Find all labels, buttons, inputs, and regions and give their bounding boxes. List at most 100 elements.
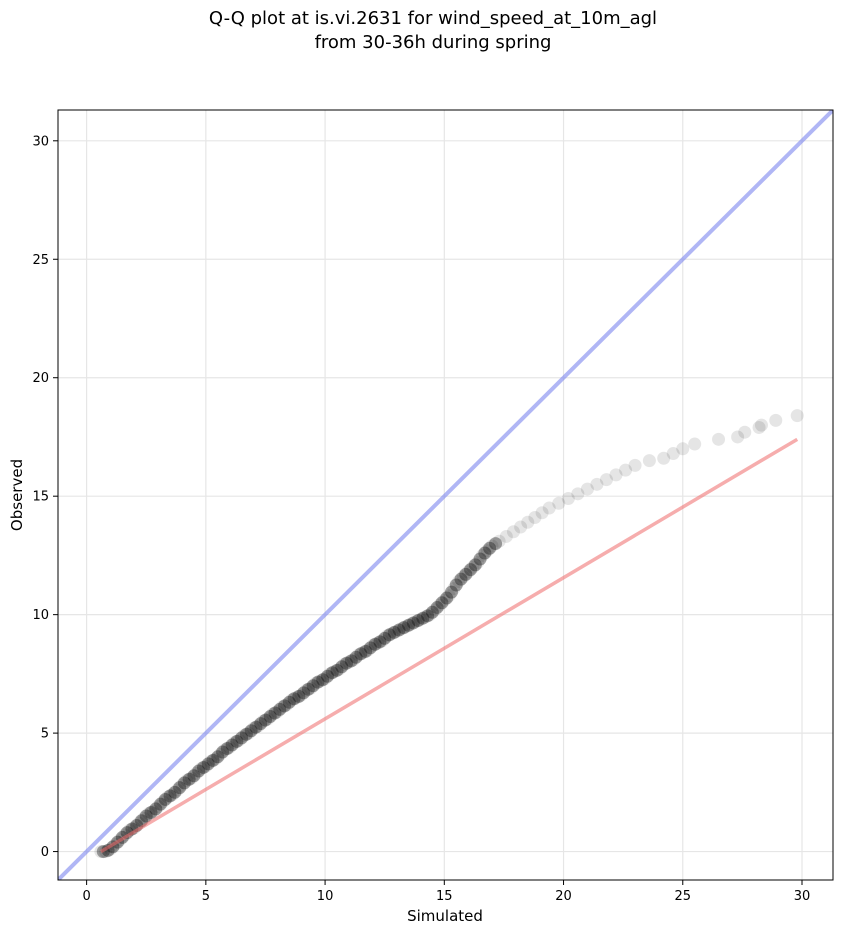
qq-point [189, 766, 203, 780]
qq-point [485, 539, 499, 553]
qq-point [712, 432, 726, 446]
qq-point [261, 712, 275, 726]
qq-point [216, 745, 230, 759]
qq-point [330, 663, 344, 677]
qq-point [514, 520, 528, 534]
qq-point [363, 641, 377, 655]
qq-point [452, 574, 466, 588]
qq-point [361, 643, 375, 657]
qq-point [316, 673, 330, 687]
qq-point [688, 437, 702, 451]
data-points [94, 409, 804, 859]
qq-point [146, 804, 160, 818]
qq-point [459, 567, 473, 581]
qq-point [392, 623, 406, 637]
fit-line [100, 437, 799, 854]
x-axis-label: Simulated [407, 907, 483, 925]
qq-point [571, 487, 585, 501]
qq-point [158, 792, 172, 806]
qq-point [282, 695, 296, 709]
x-tick-label-1: 5 [202, 889, 210, 904]
qq-point [499, 529, 513, 543]
qq-point [225, 738, 239, 752]
qq-point [235, 731, 249, 745]
qq-point [433, 598, 447, 612]
qq-point [382, 628, 396, 642]
qq-point [237, 728, 251, 742]
qq-point [301, 682, 315, 696]
qq-point [247, 721, 261, 735]
qq-point [528, 511, 542, 525]
y-tick-label-6: 30 [32, 134, 49, 149]
qq-point [409, 615, 423, 629]
qq-point [375, 634, 389, 648]
qq-point [230, 734, 244, 748]
qq-point [337, 657, 351, 671]
qq-point [280, 698, 294, 712]
qq-point [421, 609, 435, 623]
qq-point [619, 463, 633, 477]
qq-point [435, 596, 449, 610]
x-tick-label-0: 0 [82, 889, 90, 904]
qq-point [449, 578, 463, 592]
y-tick-label-3: 15 [32, 490, 49, 505]
qq-point [287, 692, 301, 706]
qq-point [323, 667, 337, 681]
qq-point [752, 420, 766, 434]
qq-point [406, 616, 420, 630]
qq-point [418, 610, 432, 624]
qq-point [270, 705, 284, 719]
qq-point [223, 740, 237, 754]
qq-point [347, 653, 361, 667]
qq-point [211, 750, 225, 764]
qq-point [206, 753, 220, 767]
qq-point [139, 809, 153, 823]
qq-point [402, 618, 416, 632]
qq-point [194, 762, 208, 776]
qq-point [165, 788, 179, 802]
qq-point [342, 655, 356, 669]
qq-point [366, 638, 380, 652]
qq-point [177, 776, 191, 790]
grid [58, 110, 833, 880]
qq-point [489, 537, 503, 551]
qq-point [430, 601, 444, 615]
qq-point [168, 785, 182, 799]
qq-point [461, 565, 475, 579]
qq-point [478, 546, 492, 560]
qq-point [251, 719, 265, 733]
qq-point [483, 541, 497, 555]
qq-point [380, 629, 394, 643]
qq-point [456, 570, 470, 584]
qq-point [220, 742, 234, 756]
qq-point [552, 496, 566, 510]
qq-point [142, 807, 156, 821]
qq-point [385, 627, 399, 641]
qq-point [325, 666, 339, 680]
x-tick-label-6: 30 [794, 889, 811, 904]
y-tick-label-2: 10 [32, 608, 49, 623]
x-tick-label-5: 25 [674, 889, 691, 904]
qq-point [642, 454, 656, 468]
qq-point [151, 800, 165, 814]
qq-point [657, 451, 671, 465]
qq-point [175, 778, 189, 792]
x-tick-label-4: 20 [555, 889, 572, 904]
qq-point [437, 593, 451, 607]
qq-point [306, 679, 320, 693]
qq-point [473, 552, 487, 566]
qq-point [332, 662, 346, 676]
qq-point [268, 706, 282, 720]
qq-point [423, 608, 437, 622]
qq-point [590, 477, 604, 491]
qq-point [266, 707, 280, 721]
qq-point [275, 700, 289, 714]
qq-point [185, 771, 199, 785]
qq-point [218, 743, 232, 757]
qq-point [256, 714, 270, 728]
qq-point [731, 430, 745, 444]
qq-point [397, 621, 411, 635]
qq-point [254, 717, 268, 731]
qq-point [521, 515, 535, 529]
